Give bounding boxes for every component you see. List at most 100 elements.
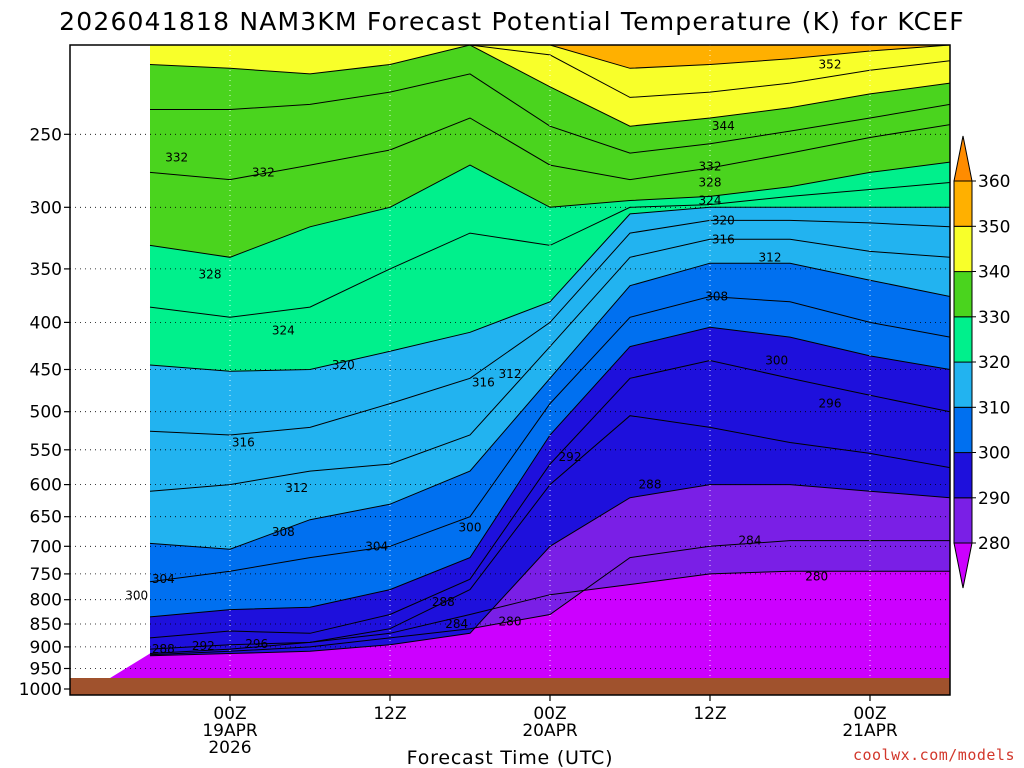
colorbar-box-340: [953, 225, 973, 273]
band-308: [150, 239, 950, 550]
band-348: [150, 45, 950, 69]
colorbar-box-280: [953, 497, 973, 544]
colorbar-label-330: 330: [978, 308, 1010, 328]
contour-label-280: 280: [499, 615, 522, 629]
y-tick-label-900: 900: [30, 638, 62, 658]
band-320: [150, 182, 950, 372]
colorbar-lower-arrow: [953, 542, 973, 589]
y-tick-label-250: 250: [30, 125, 62, 145]
band-316: [150, 207, 950, 435]
contour-label-344: 344: [712, 119, 735, 133]
y-tick-label-550: 550: [30, 441, 62, 461]
y-tick-label-950: 950: [30, 660, 62, 680]
band-344: [150, 45, 950, 98]
contour-label-316: 316: [232, 436, 255, 450]
contour-label-324: 324: [699, 194, 722, 208]
contour-label-308: 308: [272, 525, 295, 539]
plot-area: 332 332 328 324 320 316 312 308 304 304 300 300 296 2…: [70, 45, 950, 695]
colorbar-box-350: [953, 180, 973, 227]
isentrope-312: [149, 238, 950, 492]
contour-label-308: 308: [705, 290, 728, 304]
colorbar-box-310: [953, 361, 973, 408]
isentrope-308: [149, 262, 950, 550]
contour-label-320: 320: [712, 213, 735, 227]
colorbar-label-300: 300: [978, 444, 1010, 464]
band-292: [150, 360, 950, 650]
contour-label-316: 316: [712, 232, 735, 246]
x-axis-label: Forecast Time (UTC): [407, 747, 614, 768]
y-tick-label-1000: 1000: [19, 680, 62, 700]
y-axis: 250 300 350 400 450 500 550 600 650 700 750 800 850 9…: [19, 125, 70, 700]
isentrope-284: [149, 540, 950, 656]
isentrope-304: [149, 295, 950, 583]
contour-label-292: 292: [559, 450, 582, 464]
contour-label-312: 312: [499, 367, 522, 381]
contour-label-352: 352: [819, 58, 842, 72]
y-tick-label-450: 450: [30, 361, 62, 381]
y-tick-label-350: 350: [30, 260, 62, 280]
contour-label-284: 284: [445, 617, 468, 631]
colorbar-label-310: 310: [978, 398, 1010, 418]
x-tick-label-54-1: 21APR: [842, 721, 898, 741]
y-tick-label-850: 850: [30, 615, 62, 635]
credit-text: coolwx.com/models: [853, 746, 1015, 764]
contour-label-296: 296: [245, 637, 268, 651]
colorbar-label-340: 340: [978, 263, 1010, 283]
y-tick-label-600: 600: [30, 476, 62, 496]
band-332: [150, 73, 950, 180]
contour-label-300: 300: [765, 354, 788, 368]
contour-label-288: 288: [152, 642, 175, 656]
isentrope-348: [150, 45, 950, 69]
contour-label-304: 304: [152, 572, 175, 586]
isentrope-336: [150, 73, 950, 154]
y-tick-label-700: 700: [30, 537, 62, 557]
y-tick-label-800: 800: [30, 591, 62, 611]
colorbar-label-280: 280: [978, 534, 1010, 554]
isentrope-296: [149, 359, 950, 639]
x-tick-label-42-0: 12Z: [693, 704, 726, 724]
contour-label-320: 320: [332, 358, 355, 372]
y-tick-label-500: 500: [30, 403, 62, 423]
colorbar-box-320: [953, 316, 973, 363]
contour-label-328: 328: [699, 176, 722, 190]
y-tick-label-400: 400: [30, 313, 62, 333]
contour-label-300: 300: [459, 521, 482, 535]
y-tick-label-650: 650: [30, 508, 62, 528]
x-tick-label-6-0: 00Z: [213, 704, 246, 724]
isentrope-340: [149, 45, 950, 127]
band-296: [150, 327, 950, 638]
contour-label-304: 304: [365, 539, 388, 553]
colorbar-label-290: 290: [978, 489, 1010, 509]
contour-label-332: 332: [165, 151, 188, 165]
colorbar-box-330: [953, 271, 973, 318]
contour-labels: 332 332 328 324 320 316 312 308 304 304 300 300 296 2…: [125, 58, 841, 657]
contour-label-328: 328: [199, 268, 222, 282]
x-tick-label-54-0: 00Z: [853, 704, 886, 724]
x-tick-label-6-1: 19APR: [202, 721, 258, 741]
contour-label-280: 280: [805, 570, 828, 584]
x-tick-label-30-0: 00Z: [533, 704, 566, 724]
ground-surface: [70, 678, 950, 695]
band-below-280: [82, 571, 950, 695]
contour-label-284: 284: [739, 534, 762, 548]
colorbar-label-320: 320: [978, 353, 1010, 373]
colorbar-label-360: 360: [978, 172, 1010, 192]
contour-label-288: 288: [432, 595, 455, 609]
chart-title: 2026041818 NAM3KM Forecast Potential Tem…: [59, 7, 965, 36]
contour-label-316: 316: [472, 376, 495, 390]
colorbar-box-300: [953, 406, 973, 454]
contour-label-332: 332: [699, 160, 722, 174]
x-tick-label-6-2: 2026: [208, 738, 251, 758]
contour-label-300: 300: [125, 589, 148, 603]
colorbar-box-290: [953, 452, 973, 499]
x-tick-label-30-1: 20APR: [522, 721, 578, 741]
y-tick-label-750: 750: [30, 565, 62, 585]
y-tick-label-300: 300: [30, 198, 62, 218]
contour-label-288: 288: [639, 478, 662, 492]
colorbar-upper-arrow: [953, 135, 973, 182]
contour-label-312: 312: [759, 250, 782, 264]
contour-label-324: 324: [272, 323, 295, 337]
colorbar-label-350: 350: [978, 217, 1010, 237]
band-336: [150, 45, 950, 154]
